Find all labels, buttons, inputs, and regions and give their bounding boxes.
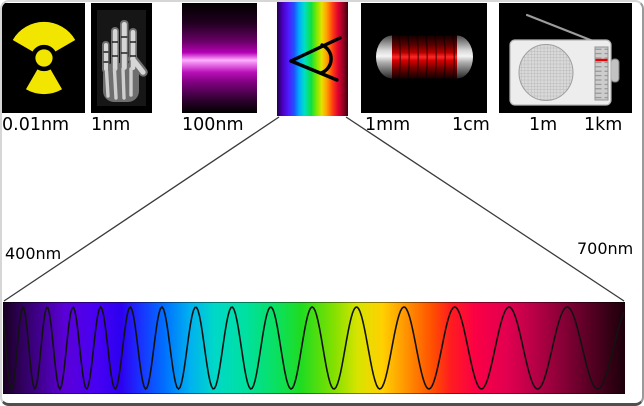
gamma-ray-panel (2, 3, 85, 113)
visible-spectrum-band (3, 302, 625, 394)
wavelength-label-gamma: 0.01nm (2, 115, 70, 135)
light-wave-curve (3, 305, 625, 391)
visible-max-label: 700nm (577, 239, 634, 258)
connector-right-line (345, 116, 625, 302)
radiation-trefoil-icon (12, 21, 75, 95)
xray-hand-icon (91, 3, 152, 113)
xray-panel (91, 3, 152, 113)
wavelength-label-xray: 1nm (91, 115, 131, 135)
radio-receiver-icon (499, 3, 632, 113)
visible-light-panel (277, 2, 348, 116)
ultraviolet-panel (182, 3, 257, 113)
microwave-tube-icon (361, 3, 487, 113)
microwave-panel (361, 3, 487, 113)
uv-glow-icon (182, 3, 257, 113)
connector-left-line (3, 116, 280, 302)
wavelength-label-1km: 1km (584, 115, 623, 135)
radio-panel (499, 3, 632, 113)
eye-icon (289, 36, 342, 82)
wavelength-label-uv: 100nm (182, 115, 244, 135)
wavelength-label-1mm: 1mm (365, 115, 411, 135)
wavelength-label-1m: 1m (529, 115, 558, 135)
visible-min-label: 400nm (5, 244, 62, 263)
wavelength-label-1cm: 1cm (452, 115, 490, 135)
